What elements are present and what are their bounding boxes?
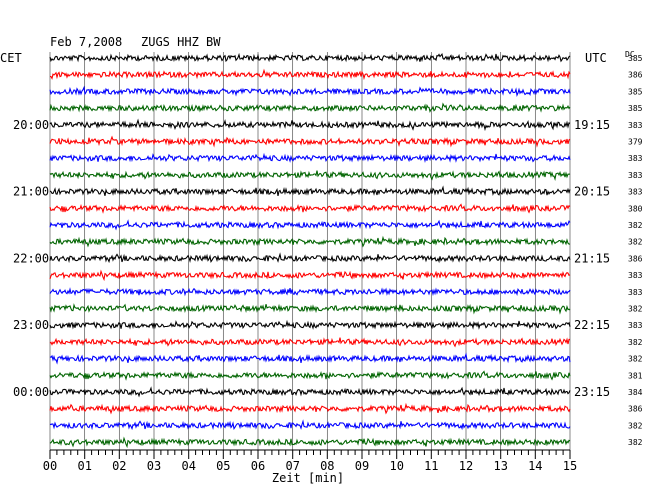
x-tick-label: 08 [320,459,334,473]
x-tick-label: 01 [77,459,91,473]
seismic-trace [49,269,571,282]
dc-value: 383 [628,171,643,180]
dc-value: 382 [628,421,643,430]
x-tick-label: 11 [424,459,438,473]
utc-time-label: 23:15 [574,385,610,399]
seismic-trace [49,219,571,231]
cet-time-label: 00:00 [13,385,49,399]
dc-value: 382 [628,338,643,347]
seismic-trace [49,152,571,163]
date-label: Feb 7,2008 [50,35,122,49]
dc-label: DC [625,50,635,59]
dc-value: 385 [628,104,643,113]
dc-value: 385 [628,87,643,96]
seismic-trace [49,337,570,348]
x-tick-label: 02 [112,459,126,473]
x-tick-label: 07 [285,459,299,473]
x-tick-label: 13 [493,459,507,473]
cet-time-label: 22:00 [13,251,49,265]
utc-time-label: 21:15 [574,251,610,265]
station-label: ZUGS HHZ BW [141,35,221,49]
dc-value: 383 [628,288,643,297]
dc-value: 382 [628,438,643,447]
utc-time-label: 19:15 [574,118,610,132]
seismic-trace [49,185,571,197]
seismic-trace [49,386,571,398]
dc-value: 382 [628,238,643,247]
seismic-trace [49,68,571,81]
seismic-trace [49,170,571,181]
seismic-trace [49,402,571,415]
x-tick-label: 09 [355,459,369,473]
seismic-trace [49,436,571,449]
cet-time-label: 20:00 [13,118,49,132]
seismic-trace [49,52,571,63]
x-tick-label: 15 [563,459,577,473]
dc-value: 383 [628,154,643,163]
minute-gridlines [49,52,571,450]
dc-value: 382 [628,221,643,230]
trace-group: 385 386 385 385 383 379 383 383 383 380 382 382 386 3… [49,52,643,449]
seismic-trace [49,102,571,113]
seismic-trace [49,85,571,97]
cet-time-label: 21:00 [13,185,49,199]
seismic-trace [49,235,570,248]
x-axis-label: Zeit [min] [272,471,344,485]
dc-value: 383 [628,321,643,330]
dc-value: 383 [628,121,643,130]
seismic-trace [49,319,571,330]
dc-value: 382 [628,305,643,314]
seismic-trace [49,118,571,132]
utc-label: UTC [585,51,607,65]
dc-value: 382 [628,355,643,364]
cet-time-label: 23:00 [13,318,49,332]
cet-label: CET [0,51,22,65]
x-axis: 00 01 02 03 04 05 06 07 08 09 10 11 12 13 14 15 [43,449,577,473]
seismic-trace [49,303,571,315]
dc-value: 386 [628,254,643,263]
x-tick-label: 00 [43,459,57,473]
seismic-trace [49,419,571,431]
x-tick-label: 10 [389,459,403,473]
seismic-trace [49,370,571,381]
seismic-trace [49,287,571,297]
x-tick-label: 14 [528,459,542,473]
dc-value: 384 [628,388,643,397]
x-tick-label: 05 [216,459,230,473]
dc-value: 379 [628,138,643,147]
seismic-trace [49,203,571,214]
seismic-trace [49,135,571,148]
dc-value: 383 [628,271,643,280]
dc-value: 385 [628,54,643,63]
seismic-trace [49,252,571,264]
seismic-trace [49,352,571,365]
x-tick-label: 12 [459,459,473,473]
x-tick-label: 03 [147,459,161,473]
time-labels: 20:00 21:00 22:00 23:00 00:00 19:15 20:15 21:15… [13,118,610,399]
x-tick-label: 06 [251,459,265,473]
dc-value: 386 [628,71,643,80]
dc-value: 383 [628,188,643,197]
dc-value: 381 [628,371,643,380]
dc-value: 380 [628,204,643,213]
utc-time-label: 22:15 [574,318,610,332]
dc-value: 386 [628,405,643,414]
utc-time-label: 20:15 [574,185,610,199]
x-tick-label: 04 [181,459,195,473]
